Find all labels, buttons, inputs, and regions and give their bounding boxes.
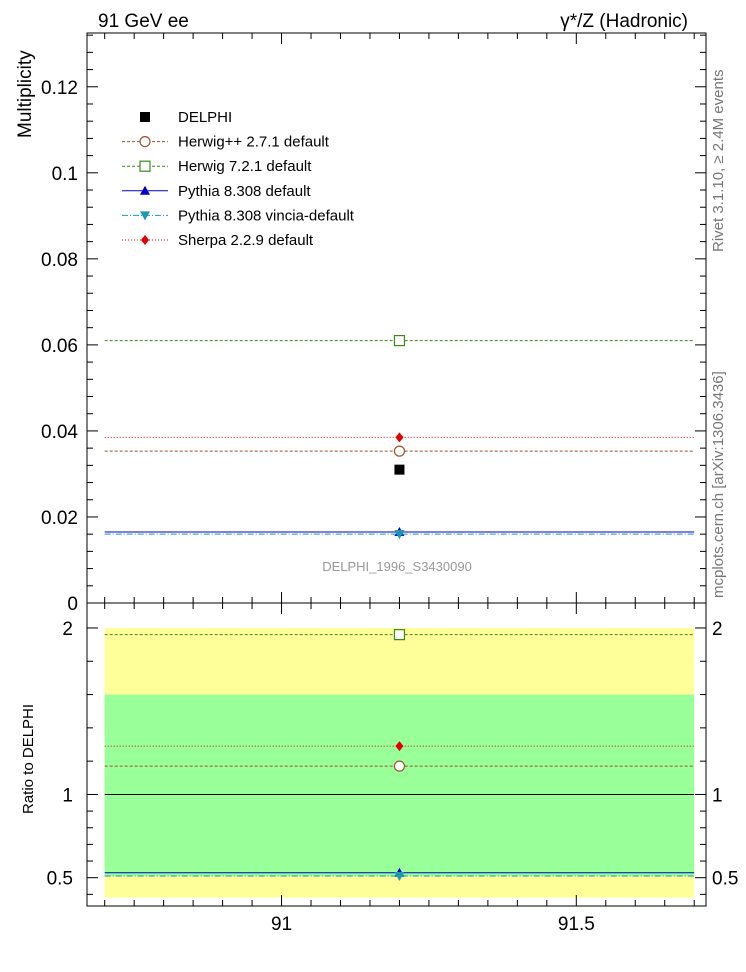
ratio-series-group [104, 629, 695, 882]
ratio-ylabel: Ratio to DELPHI [20, 704, 37, 814]
main-ytick-label-2: 0.04 [41, 422, 78, 443]
ratio-ytick-label-right-0: 0.5 [712, 869, 738, 890]
series-5-ratio-point [395, 741, 404, 752]
axes-ticks: 0 0.02 0.04 0.06 0.08 0.1 0.12 0.5 0.5 1 1 2 2 91 91.5 [41, 33, 738, 935]
ratio-band-inner [104, 694, 695, 877]
main-series-group [104, 334, 695, 540]
series-1-ratio-point [393, 760, 406, 772]
mcplots-label: mcplots.cern.ch [arXiv:1306.3436] [710, 371, 727, 598]
main-ytick-label-6: 0.12 [41, 78, 78, 99]
legend-marker-0 [140, 112, 150, 122]
ratio-ytick-label-right-2: 2 [712, 619, 723, 640]
legend-marker-1 [139, 136, 151, 148]
legend-marker-5 [141, 235, 149, 245]
legend: DELPHI Herwig++ 2.7.1 default Herwig 7.2.1… [122, 109, 355, 249]
header-right: γ*/Z (Hadronic) [560, 11, 688, 32]
legend-label-5: Sherpa 2.2.9 default [178, 232, 314, 249]
legend-marker-2 [139, 160, 151, 172]
series-1-main-point [393, 445, 406, 457]
analysis-label: DELPHI_1996_S3430090 [322, 559, 472, 574]
main-ytick-label-0: 0 [67, 594, 78, 615]
legend-label-3: Pythia 8.308 default [178, 183, 311, 200]
series-4-main-point [394, 530, 405, 540]
xtick-label-0: 91 [271, 914, 292, 935]
main-ytick-label-5: 0.1 [52, 164, 78, 185]
main-ytick-label-1: 0.02 [41, 508, 78, 529]
main-ytick-label-4: 0.08 [41, 250, 78, 271]
ratio-frame [86, 602, 707, 907]
series-0-main-point [394, 464, 405, 475]
ratio-ytick-label-left-2: 2 [62, 619, 73, 640]
series-5-main-point [395, 432, 404, 443]
series-2-ratio-point [393, 629, 406, 641]
legend-label-4: Pythia 8.308 vincia-default [178, 207, 355, 224]
header-left: 91 GeV ee [98, 11, 189, 32]
legend-label-0: DELPHI [178, 109, 232, 126]
xtick-label-1: 91.5 [558, 914, 595, 935]
legend-label-2: Herwig 7.2.1 default [178, 158, 312, 175]
main-ytick-label-3: 0.06 [41, 336, 78, 357]
legend-label-1: Herwig++ 2.7.1 default [178, 134, 330, 151]
series-4-ratio-point [394, 872, 405, 882]
series-2-main-point [393, 334, 406, 347]
ratio-ytick-label-right-1: 1 [712, 785, 723, 806]
legend-marker-3 [140, 185, 150, 195]
main-ylabel: Multiplicity [15, 50, 36, 138]
ratio-ytick-label-left-1: 1 [62, 785, 73, 806]
ratio-ytick-label-left-0: 0.5 [47, 869, 73, 890]
legend-marker-4 [140, 211, 150, 221]
rivet-label: Rivet 3.1.10, ≥ 2.4M events [710, 70, 727, 253]
